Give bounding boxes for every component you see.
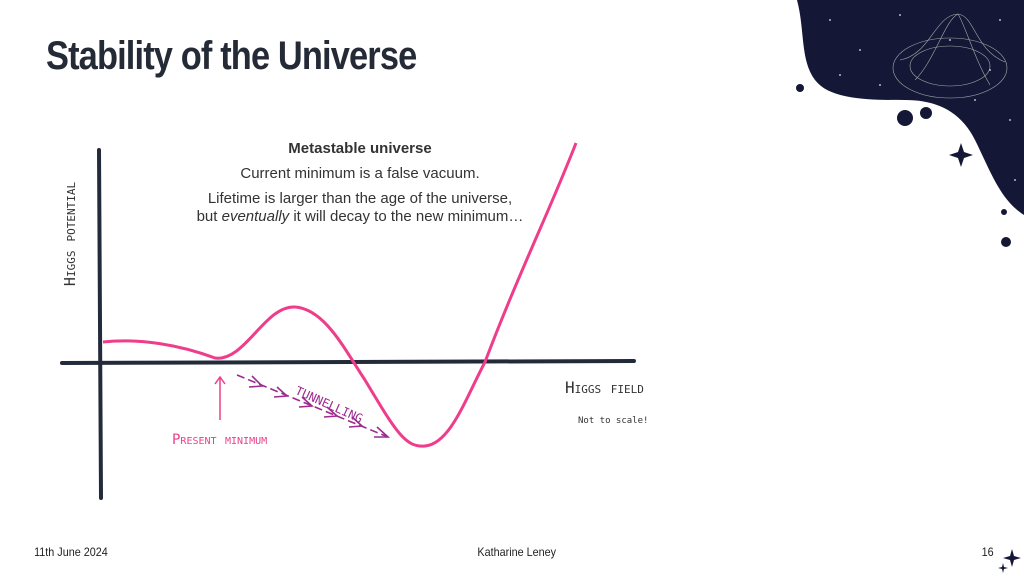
y-axis-label: Higgs potential [61,181,79,287]
sparkle-icon [998,563,1008,573]
page-number: 16 [981,545,994,559]
space-background-shape [797,0,1024,215]
sparkle-icon [1003,549,1021,567]
present-minimum-arrow [214,375,226,420]
tunnelling-arrows [236,374,391,438]
mexican-hat-potential-wireframe-icon [892,13,1008,99]
planet-dot [796,84,804,92]
scale-note: Not to scale! [578,416,649,426]
sparkle-icon [949,143,973,167]
x-axis [60,359,636,365]
stars [829,14,1016,181]
diagram-text-line: Lifetime is larger than the age of the u… [207,190,513,207]
text-part: but [196,208,222,225]
diagram-text-line: but eventually it will decay to the new … [130,208,590,225]
y-axis [97,148,103,500]
page-title: Stability of the Universe [46,34,417,78]
text-part: it will decay to the new minimum… [289,208,524,225]
x-axis-label: Higgs field [565,378,644,397]
higgs-potential-curve [102,142,578,448]
diagram-heading: Metastable universe [288,140,432,157]
footer-date: 11th June 2024 [34,545,108,559]
planet-dot [1001,237,1011,247]
planet-dot [897,110,913,126]
planet-dot [1001,209,1007,215]
emphasis-text: eventually [221,208,290,225]
planet-dot [920,107,932,119]
diagram-text-line: Current minimum is a false vacuum. [240,165,480,182]
footer-author: Katharine Leney [477,545,557,559]
present-minimum-label: Present minimum [172,432,268,448]
